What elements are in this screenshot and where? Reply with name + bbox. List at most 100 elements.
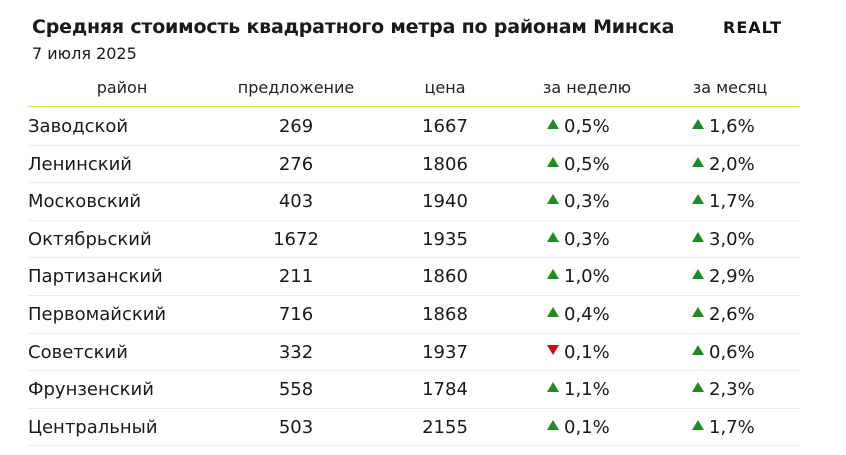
- triangle-up-icon: [692, 382, 704, 393]
- month-change: 1,6%: [692, 116, 755, 137]
- week-change-value: 0,5%: [564, 153, 610, 175]
- triangle-up-icon: [547, 119, 559, 129]
- district-label: Октябрьский: [28, 228, 152, 250]
- table-row: Фрунзенский 558 1784 1,1% 2,3%: [28, 371, 800, 409]
- district-label: Советский: [28, 341, 128, 363]
- offers-value: 1672: [273, 228, 319, 250]
- district-name: Фрунзенский: [28, 379, 154, 400]
- triangle-up-icon: [547, 194, 559, 205]
- price-value: 1806: [422, 153, 468, 175]
- month-change: 1,7%: [692, 191, 755, 212]
- table-header: район предложение цена за неделю за меся…: [28, 76, 800, 107]
- district-name: Московский: [28, 191, 141, 212]
- triangle-up-icon: [692, 231, 704, 242]
- week-change: 0,1%: [547, 342, 610, 363]
- offers-value: 503: [278, 416, 314, 438]
- week-change: 1,1%: [547, 379, 610, 400]
- offers-value: 403: [278, 191, 314, 213]
- price-value: 1937: [422, 341, 468, 363]
- week-change: 0,1%: [547, 417, 610, 438]
- month-change: 2,0%: [692, 154, 755, 175]
- table-row: Московский 403 1940 0,3% 1,7%: [28, 183, 800, 221]
- week-change-value: 0,3%: [564, 228, 610, 250]
- month-change-value: 0,6%: [709, 341, 755, 363]
- week-change: 1,0%: [547, 266, 610, 287]
- offers-value: 211: [278, 266, 314, 288]
- week-change-value: 0,3%: [564, 191, 610, 213]
- price-value: 1784: [422, 379, 468, 401]
- offers-value: 276: [278, 153, 314, 175]
- month-change-value: 2,3%: [709, 379, 755, 401]
- table-row: Центральный 503 2155 0,1% 1,7%: [28, 409, 800, 447]
- realt-logo: REALT: [723, 18, 783, 37]
- table-row: Октябрьский 1672 1935 0,3% 3,0%: [28, 221, 800, 259]
- week-change: 0,3%: [547, 229, 610, 250]
- triangle-up-icon: [692, 344, 704, 355]
- triangle-up-icon: [692, 119, 704, 129]
- chart-title: Средняя стоимость квадратного метра по р…: [32, 16, 675, 38]
- district-name: Первомайский: [28, 304, 166, 325]
- triangle-up-icon: [547, 231, 559, 242]
- price-value: 1667: [422, 116, 468, 137]
- district-name: Октябрьский: [28, 229, 152, 250]
- header-week: за неделю: [542, 78, 632, 97]
- offers-value: 558: [278, 379, 314, 401]
- price-value: 1935: [422, 228, 468, 250]
- month-change: 3,0%: [692, 229, 755, 250]
- district-name: Ленинский: [28, 154, 132, 175]
- month-change: 1,7%: [692, 417, 755, 438]
- price-value: 2155: [422, 416, 468, 438]
- month-change-value: 1,7%: [709, 416, 755, 438]
- district-name: Партизанский: [28, 266, 163, 287]
- price-value: 1868: [422, 303, 468, 325]
- week-change: 0,3%: [547, 191, 610, 212]
- district-label: Заводской: [28, 116, 129, 137]
- triangle-up-icon: [692, 269, 704, 280]
- district-label: Ленинский: [28, 153, 133, 175]
- header-month: за месяц: [692, 78, 768, 97]
- week-change-value: 0,5%: [564, 116, 610, 137]
- triangle-down-icon: [547, 344, 559, 355]
- triangle-up-icon: [547, 156, 559, 167]
- district-label: Фрунзенский: [28, 379, 154, 401]
- week-change-value: 1,0%: [564, 266, 610, 288]
- month-change-value: 2,9%: [709, 266, 755, 288]
- triangle-up-icon: [692, 156, 704, 167]
- header-price: цена: [424, 78, 466, 97]
- price-value: 1940: [422, 191, 468, 213]
- triangle-up-icon: [547, 419, 559, 430]
- offers-value: 716: [278, 303, 314, 325]
- table-row: Заводской 269 1667 0,5% 1,6%: [28, 108, 800, 146]
- district-name: Заводской: [28, 116, 128, 137]
- week-change-value: 0,1%: [564, 416, 610, 438]
- week-change: 0,4%: [547, 304, 610, 325]
- offers-value: 332: [278, 341, 314, 363]
- table-row: Советский 332 1937 0,1% 0,6%: [28, 334, 800, 372]
- month-change: 2,6%: [692, 304, 755, 325]
- triangle-up-icon: [692, 194, 704, 205]
- triangle-up-icon: [547, 269, 559, 280]
- month-change-value: 2,6%: [709, 303, 755, 325]
- month-change-value: 3,0%: [709, 228, 755, 250]
- district-label: Партизанский: [28, 266, 163, 288]
- table-row: Первомайский 716 1868 0,4% 2,6%: [28, 296, 800, 334]
- week-change-value: 1,1%: [564, 379, 610, 401]
- district-name: Советский: [28, 342, 128, 363]
- month-change: 0,6%: [692, 342, 755, 363]
- table-row: Ленинский 276 1806 0,5% 2,0%: [28, 146, 800, 184]
- month-change: 2,9%: [692, 266, 755, 287]
- week-change: 0,5%: [547, 154, 610, 175]
- chart-date: 7 июля 2025: [32, 44, 137, 63]
- table-row: Партизанский 211 1860 1,0% 2,9%: [28, 258, 800, 296]
- table-body: Заводской 269 1667 0,5% 1,6% Ленинский 276 1806…: [28, 108, 800, 447]
- triangle-up-icon: [692, 306, 704, 317]
- district-label: Московский: [28, 191, 142, 213]
- offers-value: 269: [278, 116, 314, 137]
- triangle-up-icon: [547, 382, 559, 393]
- week-change-value: 0,1%: [564, 341, 610, 363]
- week-change-value: 0,4%: [564, 303, 610, 325]
- week-change: 0,5%: [547, 116, 610, 137]
- district-name: Центральный: [28, 417, 158, 438]
- price-value: 1860: [422, 266, 468, 288]
- month-change-value: 1,6%: [709, 116, 755, 137]
